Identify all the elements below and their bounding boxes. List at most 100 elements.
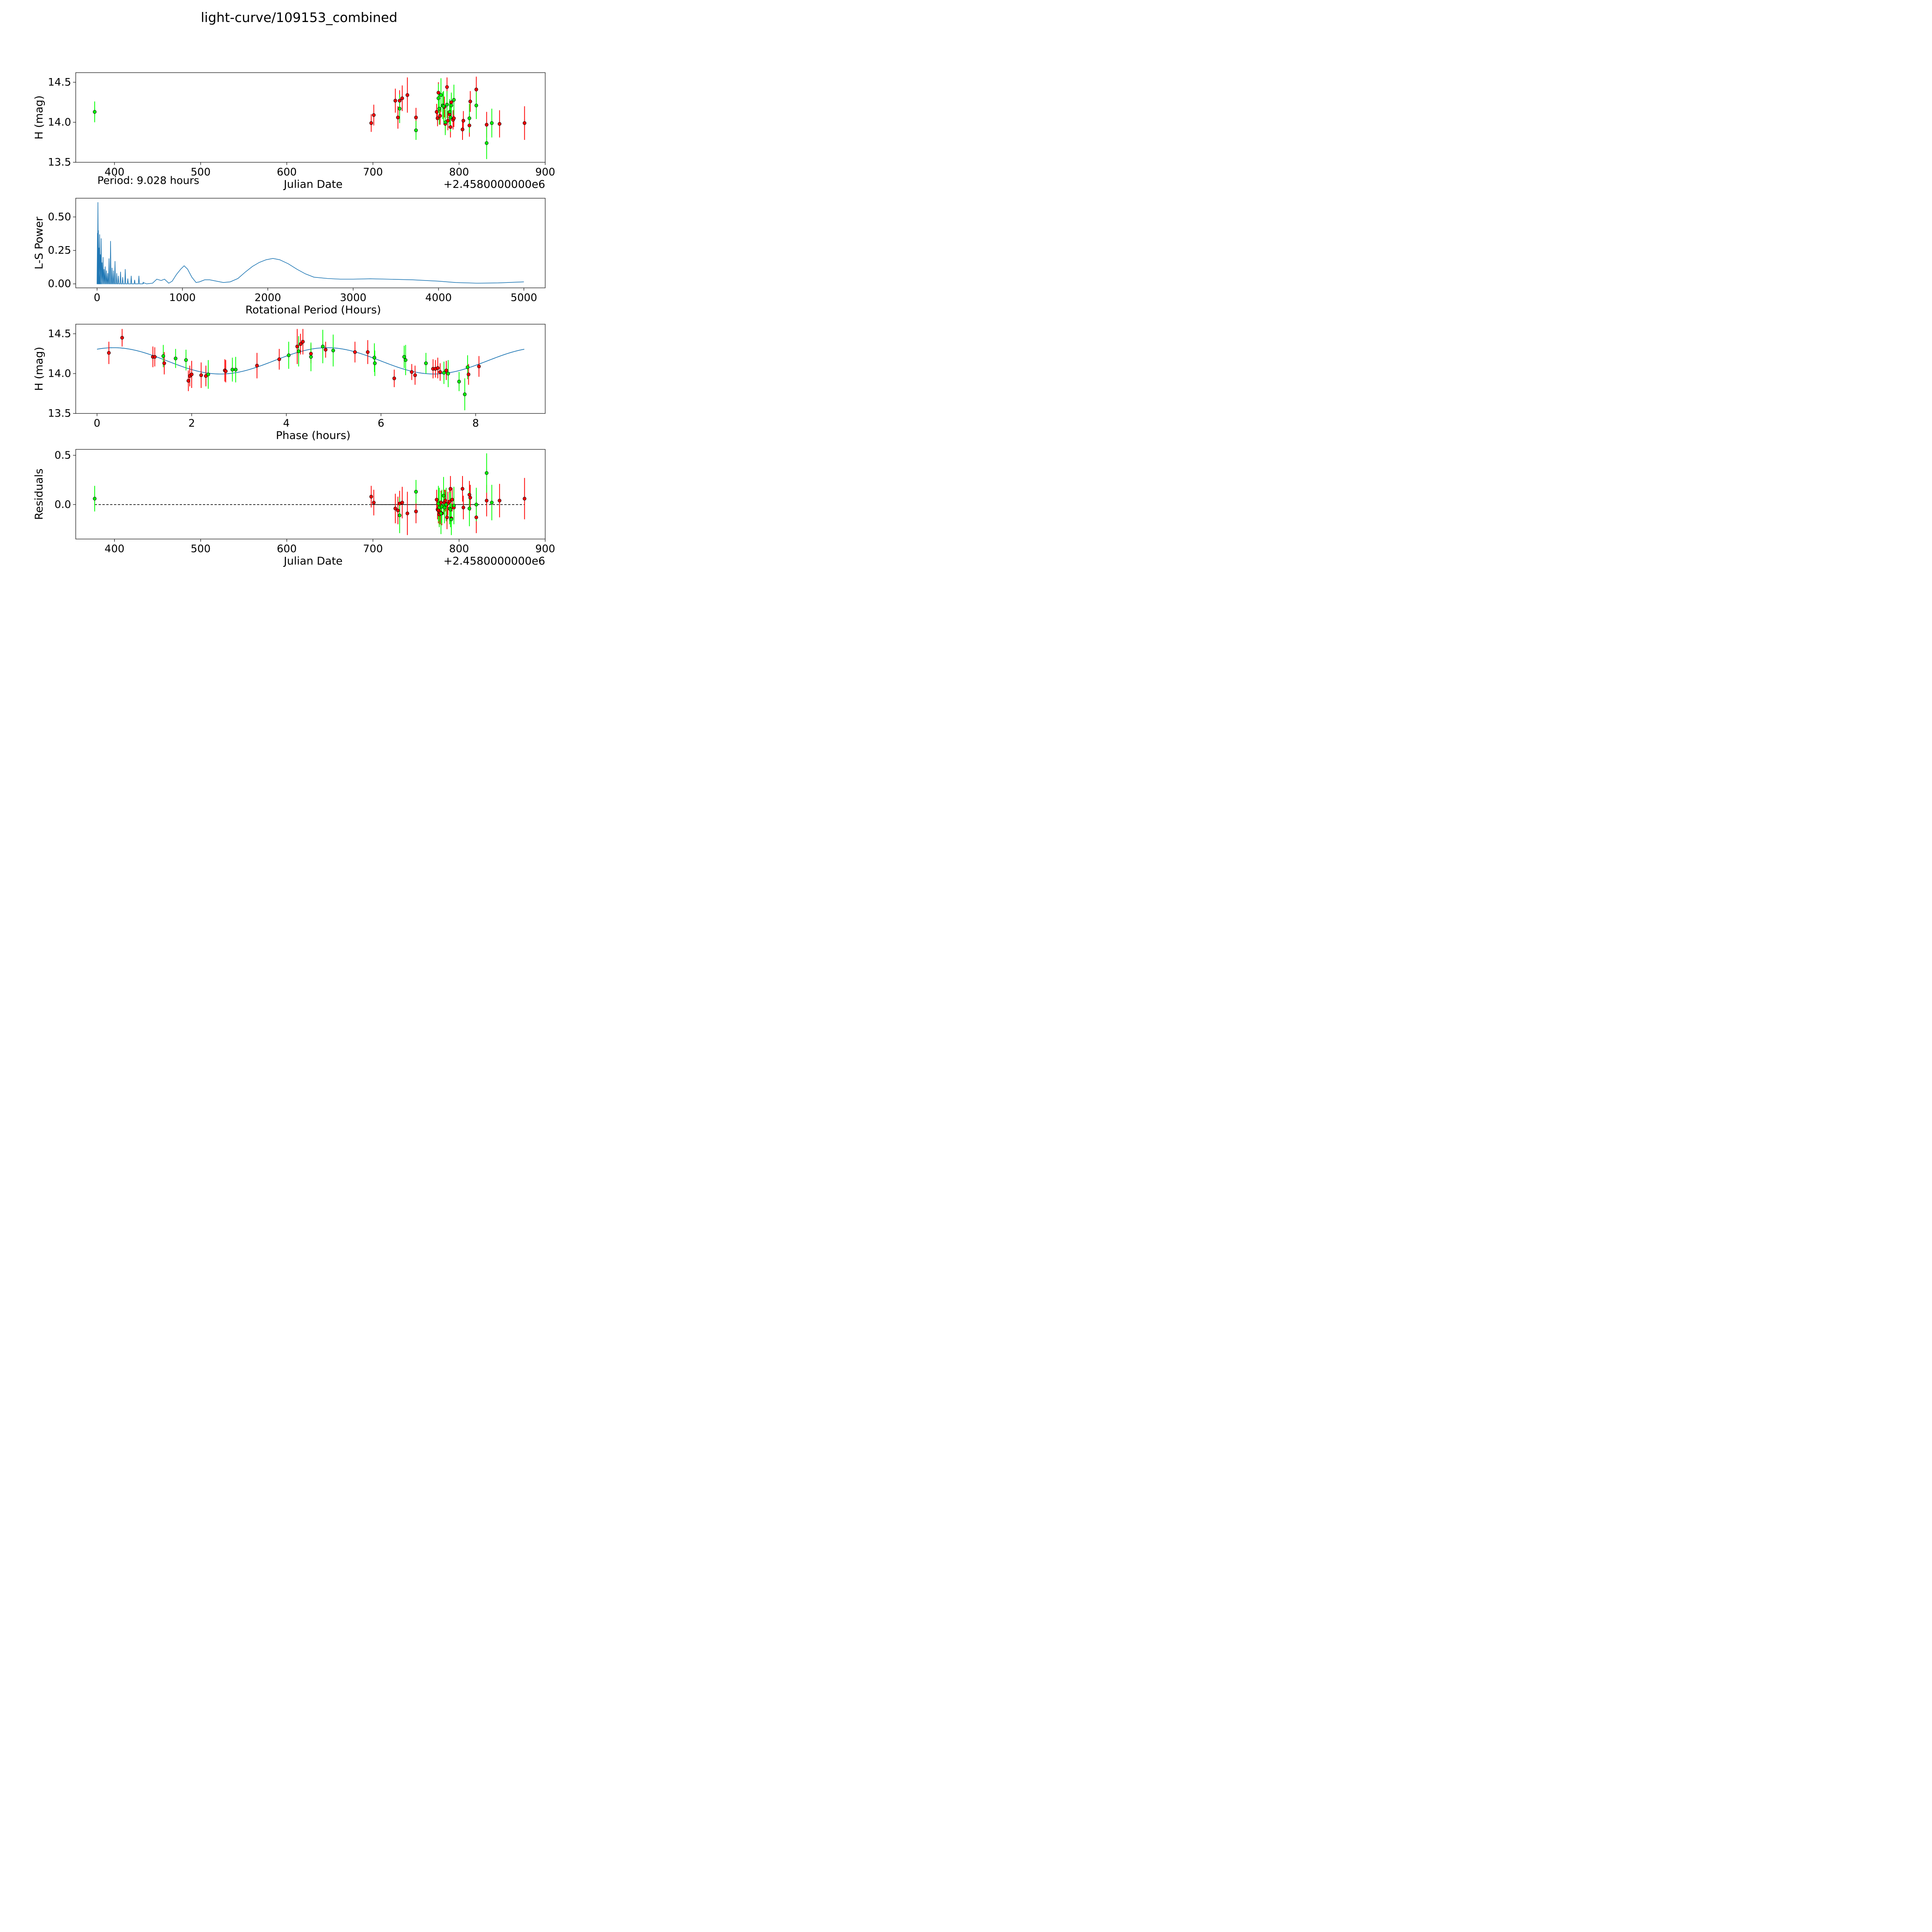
periodogram-spikes <box>97 202 144 284</box>
x-tick-label: 4 <box>283 417 289 429</box>
data-point <box>449 507 452 512</box>
data-point <box>443 120 447 124</box>
data-point <box>449 100 453 104</box>
data-point <box>414 128 418 132</box>
data-point <box>199 373 203 377</box>
data-point <box>277 357 281 361</box>
figure-title: light-curve/109153_combined <box>201 10 398 26</box>
data-point <box>414 509 418 514</box>
data-point <box>120 336 124 340</box>
residuals-panel: 400 500 600 700 800 900 0.0 0.5 Julian Date Resid… <box>32 449 555 567</box>
data-point <box>161 354 165 358</box>
data-point <box>297 349 301 353</box>
data-point <box>474 503 478 507</box>
data-point <box>414 116 418 119</box>
data-point <box>442 104 446 108</box>
x-tick-label: 700 <box>363 543 383 555</box>
data-point <box>443 498 447 503</box>
phased-panel: 0 2 4 6 8 13.5 14.0 14.5 Phase (hours) H (mag) <box>32 324 546 442</box>
x-tick-label: 1000 <box>169 292 196 304</box>
data-point <box>490 500 494 505</box>
x-tick-label: 800 <box>449 543 469 555</box>
data-point <box>445 85 449 89</box>
data-point <box>331 349 335 352</box>
x-tick-label: 0 <box>94 417 100 429</box>
data-point <box>442 371 446 375</box>
x-axis-label: Julian Date <box>283 178 342 190</box>
y-axis-label: Residuals <box>32 469 45 520</box>
data-point <box>410 370 414 374</box>
x-tick-label: 900 <box>535 543 555 555</box>
periodogram-panel: 0 1000 2000 3000 4000 5000 0.00 0.25 0.50 Rotatio… <box>32 198 546 316</box>
x-axis-label: Julian Date <box>283 554 342 567</box>
x-tick-label: 400 <box>105 543 125 555</box>
data-point <box>424 361 428 365</box>
x-tick-label: 800 <box>449 166 469 178</box>
data-point <box>498 122 502 126</box>
x-axis-label: Phase (hours) <box>276 429 350 442</box>
x-tick-label: 600 <box>277 543 297 555</box>
data-point <box>153 355 157 359</box>
data-point <box>405 512 410 515</box>
y-tick-label: 14.5 <box>48 328 71 340</box>
data-point <box>173 356 178 361</box>
data-point <box>444 368 448 372</box>
x-tick-label: 4000 <box>425 292 452 304</box>
data-point <box>522 121 527 125</box>
x-tick-label: 0 <box>94 292 100 304</box>
data-point <box>468 124 471 128</box>
data-point <box>445 103 449 107</box>
data-point <box>353 350 357 354</box>
data-point <box>449 104 453 107</box>
plot-frame <box>75 324 546 414</box>
y-tick-label: 14.0 <box>48 116 71 128</box>
data-point <box>234 367 238 372</box>
data-point <box>369 495 373 499</box>
data-point <box>372 113 376 117</box>
data-point <box>447 110 452 114</box>
x-tick-label: 3000 <box>340 292 367 304</box>
data-point <box>468 493 471 497</box>
data-point <box>466 365 469 369</box>
data-point <box>162 361 166 365</box>
data-point <box>477 364 481 369</box>
plot-frame <box>75 198 546 288</box>
data-point <box>392 376 396 380</box>
y-tick-label: 0.00 <box>48 278 71 290</box>
x-tick-label: 2000 <box>255 292 281 304</box>
data-point <box>436 502 440 505</box>
data-point <box>366 350 370 354</box>
data-point <box>485 141 489 145</box>
data-point <box>398 99 401 103</box>
y-tick-label: 0.0 <box>54 498 71 510</box>
data-point <box>436 91 440 95</box>
data-point <box>449 517 453 521</box>
y-tick-label: 13.5 <box>48 408 71 420</box>
data-point <box>295 345 299 349</box>
data-point <box>450 498 454 502</box>
data-point <box>372 500 376 505</box>
data-point <box>393 507 397 510</box>
data-point <box>435 110 439 114</box>
y-axis-label: H (mag) <box>32 347 45 391</box>
x-tick-label: 600 <box>277 166 297 178</box>
data-point <box>403 358 408 362</box>
y-axis-label: L-S Power <box>32 216 45 269</box>
data-point <box>435 116 440 120</box>
data-point <box>438 114 442 118</box>
data-point <box>461 128 464 131</box>
data-point <box>309 355 313 359</box>
data-point <box>474 515 478 519</box>
data-point <box>93 110 97 114</box>
data-point <box>468 99 472 104</box>
x-tick-label: 500 <box>190 543 211 555</box>
data-point <box>369 121 373 125</box>
data-point <box>485 122 489 127</box>
data-point <box>468 116 471 120</box>
y-tick-label: 0.25 <box>48 245 71 257</box>
period-annotation: Period: 9.028 hours <box>97 175 199 187</box>
data-point <box>414 490 418 494</box>
data-point <box>413 373 417 377</box>
data-point <box>396 509 400 512</box>
